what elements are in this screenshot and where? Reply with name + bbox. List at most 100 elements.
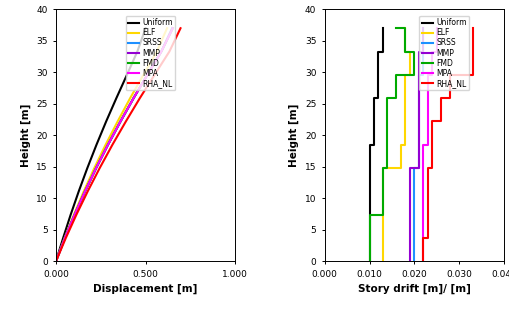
RHA_NL <box>53 259 59 263</box>
MMP <box>407 166 413 170</box>
ELF <box>91 166 97 170</box>
FMD <box>411 73 417 77</box>
MPA <box>429 73 435 77</box>
Line: ELF: ELF <box>383 28 410 261</box>
ELF <box>71 213 77 216</box>
RHA_NL <box>420 259 427 263</box>
ELF <box>154 50 160 53</box>
RHA_NL <box>152 73 158 77</box>
RHA_NL <box>469 50 475 53</box>
SRSS <box>411 189 417 193</box>
MMP <box>82 189 88 193</box>
MPA <box>72 213 78 216</box>
FMD <box>384 143 390 146</box>
MMP <box>407 236 413 240</box>
Uniform <box>366 213 373 216</box>
MPA <box>62 236 68 240</box>
Uniform <box>371 119 377 123</box>
MPA <box>145 73 151 77</box>
Line: FMD: FMD <box>56 28 173 261</box>
Line: RHA_NL: RHA_NL <box>56 28 181 261</box>
SRSS <box>416 143 422 146</box>
Uniform <box>380 26 386 30</box>
RHA_NL <box>429 119 435 123</box>
Uniform <box>376 50 382 53</box>
ELF <box>402 73 408 77</box>
Line: MPA: MPA <box>56 28 173 261</box>
MPA <box>425 73 431 77</box>
SRSS <box>416 96 422 100</box>
MMP <box>145 73 151 77</box>
SRSS <box>411 189 417 193</box>
X-axis label: Displacement [m]: Displacement [m] <box>93 284 198 295</box>
Line: MMP: MMP <box>410 28 423 261</box>
RHA_NL <box>447 73 453 77</box>
MMP <box>420 26 427 30</box>
MPA <box>420 166 427 170</box>
FMD <box>366 236 373 240</box>
MMP <box>72 213 78 216</box>
SRSS <box>62 236 68 240</box>
MPA <box>130 96 136 100</box>
RHA_NL <box>425 213 431 216</box>
FMD <box>380 213 386 216</box>
FMD <box>158 50 164 53</box>
MMP <box>416 166 422 170</box>
RHA_NL <box>438 96 444 100</box>
MPA <box>118 119 124 123</box>
MMP <box>158 50 164 53</box>
SRSS <box>416 73 422 77</box>
MPA <box>425 119 431 123</box>
Uniform <box>76 189 82 193</box>
Uniform <box>114 96 120 100</box>
MMP <box>416 119 422 123</box>
RHA_NL <box>166 50 173 53</box>
SRSS <box>93 166 99 170</box>
MMP <box>416 96 422 100</box>
Line: SRSS: SRSS <box>56 28 172 261</box>
RHA_NL <box>469 50 475 53</box>
RHA_NL <box>425 166 431 170</box>
Uniform <box>68 213 74 216</box>
ELF <box>140 73 147 77</box>
MPA <box>420 166 427 170</box>
MMP <box>416 73 422 77</box>
SRSS <box>416 166 422 170</box>
ELF <box>402 119 408 123</box>
FMD <box>366 213 373 216</box>
RHA_NL <box>469 26 475 30</box>
SRSS <box>416 119 422 123</box>
FMD <box>145 73 151 77</box>
Line: Uniform: Uniform <box>56 28 146 261</box>
Line: SRSS: SRSS <box>414 28 423 261</box>
MPA <box>158 50 164 53</box>
RHA_NL <box>447 96 453 100</box>
Uniform <box>366 189 373 193</box>
Legend: Uniform, ELF, SRSS, MMP, FMD, MPA, RHA_NL: Uniform, ELF, SRSS, MMP, FMD, MPA, RHA_N… <box>419 16 469 91</box>
FMD <box>366 259 373 263</box>
ELF <box>402 26 408 30</box>
SRSS <box>420 50 427 53</box>
MPA <box>82 189 88 193</box>
SRSS <box>158 50 164 53</box>
Line: ELF: ELF <box>56 28 167 261</box>
RHA_NL <box>425 189 431 193</box>
MPA <box>105 143 111 146</box>
Y-axis label: Height [m]: Height [m] <box>20 104 31 167</box>
MPA <box>420 143 427 146</box>
ELF <box>402 119 408 123</box>
Y-axis label: Height [m]: Height [m] <box>289 104 299 167</box>
RHA_NL <box>123 119 129 123</box>
MMP <box>53 259 59 263</box>
MMP <box>416 73 422 77</box>
Uniform <box>84 166 91 170</box>
ELF <box>402 26 408 30</box>
RHA_NL <box>469 73 475 77</box>
FMD <box>130 96 136 100</box>
MMP <box>407 259 413 263</box>
Uniform <box>366 166 373 170</box>
RHA_NL <box>425 189 431 193</box>
Uniform <box>371 119 377 123</box>
ELF <box>402 143 408 146</box>
SRSS <box>411 213 417 216</box>
